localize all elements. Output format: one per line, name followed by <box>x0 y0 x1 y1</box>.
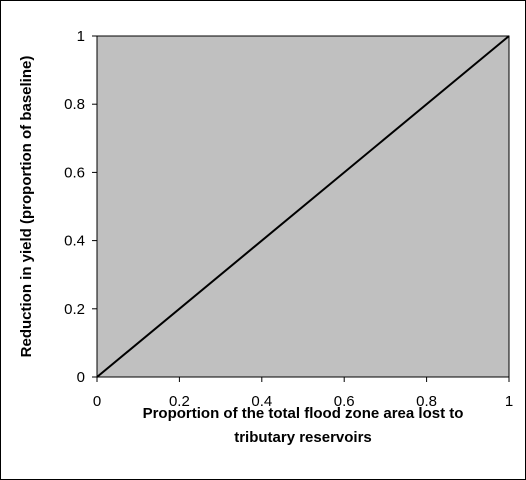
x-tick-label: 0.4 <box>251 393 272 410</box>
x-tick-label: 0.8 <box>416 393 437 410</box>
y-tick-label: 1 <box>77 28 85 45</box>
y-tick-label: 0.8 <box>64 96 85 113</box>
x-tick-label: 0.2 <box>169 393 190 410</box>
x-tick-label: 1 <box>505 393 513 410</box>
y-tick-label: 0 <box>77 369 85 386</box>
x-axis-title-line-2: tributary reservoirs <box>234 429 372 446</box>
x-tick-labels: 0 0.2 0.4 0.6 0.8 1 <box>93 393 513 410</box>
y-tick-label: 0.4 <box>64 233 85 250</box>
y-axis-title: Reduction in yield (proportion of baseli… <box>18 56 35 358</box>
y-tick-label: 0.2 <box>64 301 85 318</box>
y-tick-labels: 0 0.2 0.4 0.6 0.8 1 <box>64 28 85 386</box>
x-tick-label: 0.6 <box>334 393 355 410</box>
y-tick-label: 0.6 <box>64 164 85 181</box>
axis-ticks <box>92 35 510 382</box>
series-line <box>96 35 510 378</box>
x-tick-label: 0 <box>93 393 101 410</box>
series-group <box>96 35 510 378</box>
x-axis-title-line-1: Proportion of the total flood zone area … <box>143 405 464 422</box>
